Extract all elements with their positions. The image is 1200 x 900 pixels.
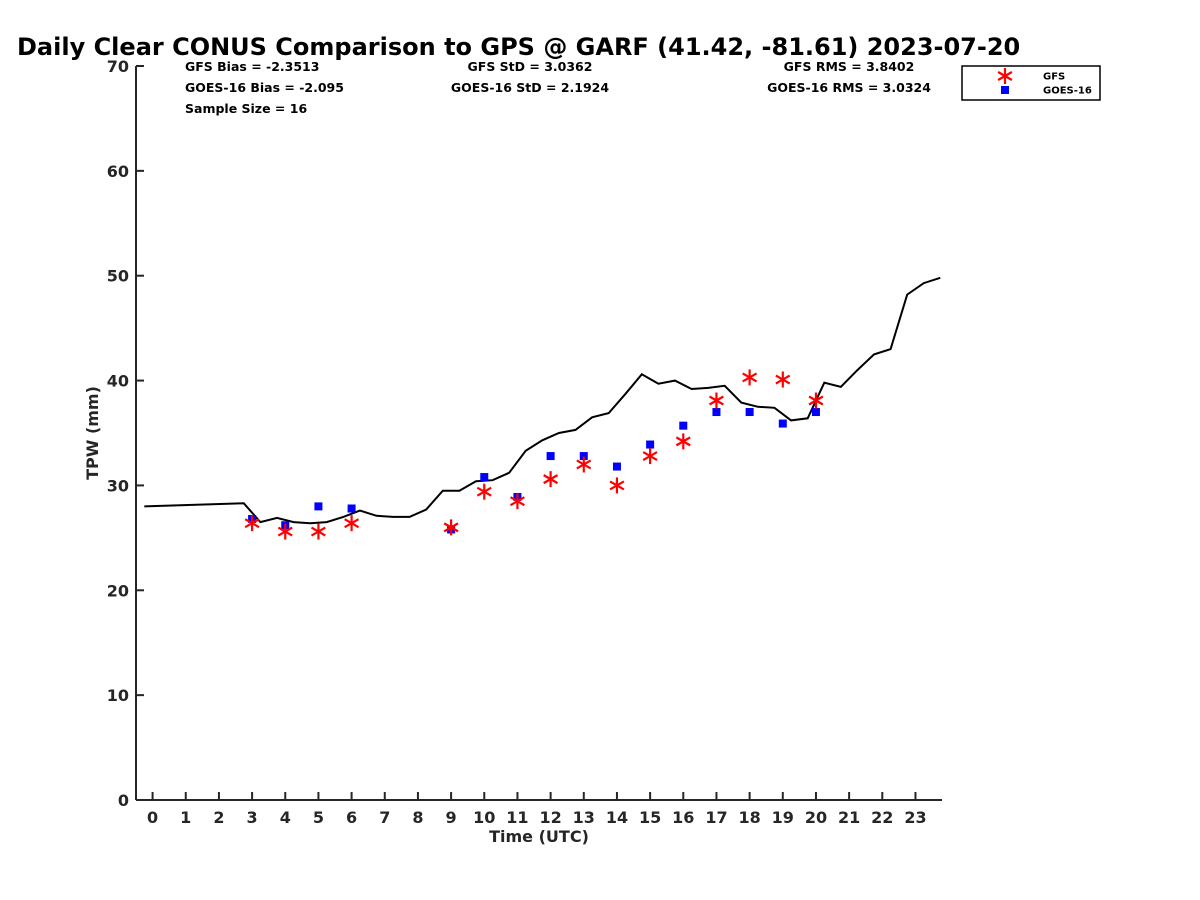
gfs-point [277, 523, 293, 540]
x-tick-label: 8 [412, 808, 423, 827]
stats-block: GFS Bias = -2.3513 GFS StD = 3.0362 GFS RM… [185, 59, 931, 116]
gfs-point [742, 369, 758, 386]
goes16-point [314, 502, 323, 511]
y-axis-label: TPW (mm) [83, 386, 102, 480]
y-tick-label: 30 [107, 476, 129, 495]
y-tick-label: 20 [107, 581, 129, 600]
stat-text: Sample Size = 16 [185, 101, 307, 116]
y-tick-label: 0 [118, 791, 129, 810]
x-tick-label: 23 [904, 808, 926, 827]
goes16-point [347, 504, 356, 513]
x-tick-label: 3 [247, 808, 258, 827]
x-tick-label: 0 [147, 808, 158, 827]
goes16-point [811, 408, 820, 417]
y-tick-label: 50 [107, 267, 129, 286]
gfs-point [244, 515, 260, 532]
goes16-point [679, 421, 688, 430]
stat-text: GFS Bias = -2.3513 [185, 59, 319, 74]
goes16-point [646, 440, 655, 449]
gfs-point [543, 471, 559, 488]
gfs-point [443, 519, 459, 536]
x-tick-label: 7 [379, 808, 390, 827]
gfs-point [808, 392, 824, 409]
gfs-point [476, 483, 492, 500]
stat-text: GOES-16 StD = 2.1924 [451, 80, 609, 95]
stat-text: GFS RMS = 3.8402 [784, 59, 915, 74]
legend-label: GOES-16 [1043, 86, 1092, 97]
gfs-point [708, 392, 724, 409]
x-tick-label: 22 [871, 808, 893, 827]
goes16-point [546, 452, 555, 461]
stat-text: GOES-16 RMS = 3.0324 [767, 80, 931, 95]
goes16-point [712, 408, 721, 417]
gfs-point [609, 477, 625, 494]
legend-label: GFS [1043, 72, 1065, 83]
goes16-point [778, 419, 787, 428]
x-tick-label: 6 [346, 808, 357, 827]
goes16-point [612, 462, 621, 471]
y-tick-label: 10 [107, 686, 129, 705]
x-tick-label: 20 [805, 808, 827, 827]
gfs-point [344, 515, 360, 532]
plot-area [144, 276, 941, 540]
gfs-point [642, 448, 658, 465]
x-tick-label: 9 [446, 808, 457, 827]
x-tick-label: 11 [506, 808, 528, 827]
x-tick-label: 10 [473, 808, 495, 827]
x-tick-label: 14 [606, 808, 628, 827]
gfs-point [576, 456, 592, 473]
x-tick-label: 19 [772, 808, 794, 827]
gfs-point [775, 371, 791, 388]
gfs-point [310, 523, 326, 540]
x-tick-label: 17 [705, 808, 727, 827]
x-tick-label: 12 [539, 808, 561, 827]
x-tick-label: 5 [313, 808, 324, 827]
y-tick-label: 40 [107, 372, 129, 391]
x-tick-label: 15 [639, 808, 661, 827]
legend: GFS GOES-16 [961, 65, 1101, 101]
x-tick-label: 4 [280, 808, 291, 827]
x-tick-label: 18 [738, 808, 760, 827]
gfs-point [509, 493, 525, 510]
gps-line [144, 276, 941, 525]
stat-text: GOES-16 Bias = -2.095 [185, 80, 344, 95]
legend-gfs-marker [997, 68, 1013, 84]
goes16-point [579, 452, 588, 461]
x-axis-label: Time (UTC) [489, 827, 589, 846]
legend-goes16-marker [1001, 86, 1009, 94]
x-tick-label: 1 [180, 808, 191, 827]
gfs-point [675, 433, 691, 450]
chart-title: Daily Clear CONUS Comparison to GPS @ GA… [17, 33, 1020, 61]
x-tick-label: 16 [672, 808, 694, 827]
y-tick-label: 70 [107, 57, 129, 76]
legend-box [961, 65, 1101, 101]
y-tick-label: 60 [107, 162, 129, 181]
goes16-point [480, 473, 489, 482]
x-tick-label: 21 [838, 808, 860, 827]
x-tick-label: 13 [573, 808, 595, 827]
stat-text: GFS StD = 3.0362 [468, 59, 593, 74]
x-tick-label: 2 [213, 808, 224, 827]
goes16-point [745, 408, 754, 417]
